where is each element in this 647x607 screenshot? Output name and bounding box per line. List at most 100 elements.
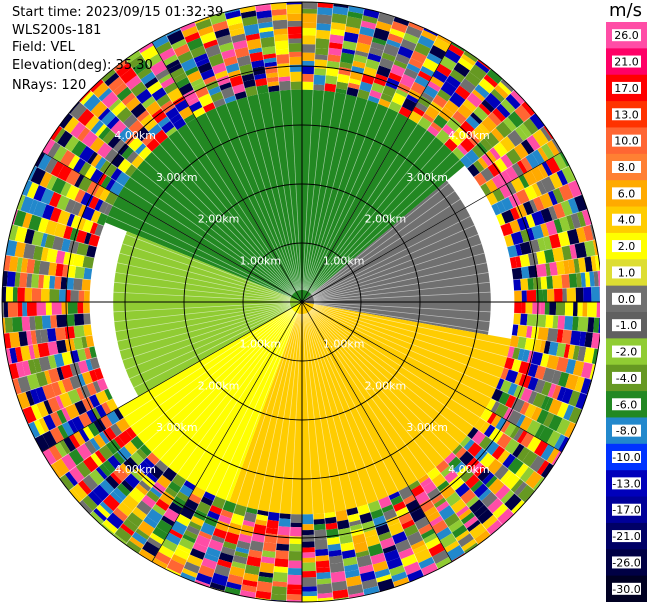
noise-gate	[154, 551, 172, 566]
noise-gate	[477, 467, 492, 482]
noise-gate	[367, 95, 380, 104]
noise-gate	[518, 123, 532, 138]
colorbar-label: 10.0	[614, 135, 639, 148]
noise-gate	[589, 271, 595, 287]
noise-gate	[77, 360, 89, 374]
noise-gate	[89, 346, 97, 359]
noise-gate	[117, 143, 130, 156]
noise-gate	[131, 506, 148, 521]
noise-gate	[352, 60, 366, 69]
noise-gate	[423, 27, 439, 37]
velocity-sector-3	[118, 302, 302, 502]
noise-gate	[153, 129, 169, 145]
noise-gate	[194, 579, 211, 588]
noise-gate	[448, 91, 466, 108]
noise-gate	[544, 302, 550, 315]
noise-gate	[31, 230, 44, 247]
noise-gate	[26, 182, 39, 199]
ray-line	[5, 303, 291, 350]
noise-gate	[398, 485, 414, 501]
noise-gate	[125, 50, 142, 64]
noise-gate	[566, 228, 580, 245]
noise-gate	[179, 505, 196, 520]
noise-gate	[370, 552, 387, 565]
noise-gate	[315, 555, 330, 562]
noise-gate	[545, 262, 551, 277]
noise-gate	[151, 108, 168, 124]
noise-gate	[302, 586, 318, 592]
noise-gate	[192, 106, 206, 119]
ray-line	[308, 50, 466, 293]
noise-gate	[511, 499, 525, 515]
noise-gate	[548, 205, 558, 221]
noise-gate	[326, 60, 340, 69]
noise-gate	[533, 440, 549, 457]
noise-gate	[57, 424, 69, 440]
noise-gate	[439, 484, 456, 500]
noise-gate	[101, 91, 119, 109]
ring-label: 2.00km	[365, 379, 407, 392]
noise-gate	[539, 339, 546, 354]
ray-line	[302, 3, 334, 291]
noise-gate	[487, 497, 504, 514]
noise-gate	[561, 166, 576, 184]
noise-gate	[451, 524, 468, 539]
noise-gate	[342, 556, 358, 567]
noise-gate	[445, 491, 462, 507]
noise-gate	[543, 340, 551, 355]
noise-gate	[138, 548, 156, 562]
noise-gate	[573, 258, 580, 274]
noise-gate	[130, 81, 147, 97]
noise-gate	[235, 546, 250, 555]
noise-gate	[141, 133, 155, 147]
noise-gate	[552, 274, 563, 289]
ray-line	[302, 313, 319, 602]
noise-gate	[518, 174, 530, 189]
noise-gate	[341, 549, 357, 560]
ray-line	[304, 313, 365, 596]
noise-gate	[144, 76, 159, 89]
noise-gate	[38, 356, 51, 372]
noise-gate	[239, 5, 256, 14]
noise-gate	[256, 580, 273, 593]
noise-gate	[347, 584, 364, 596]
noise-gate	[568, 406, 582, 424]
noise-gate	[520, 278, 529, 291]
noise-gate	[410, 484, 425, 498]
ray-line	[313, 304, 596, 365]
noise-gate	[183, 480, 196, 491]
noise-gate	[258, 571, 274, 578]
noise-gate	[107, 134, 122, 149]
ray-line	[313, 194, 583, 299]
noise-gate	[331, 13, 348, 25]
noise-gate	[556, 169, 569, 186]
noise-gate	[492, 503, 509, 519]
noise-gate	[39, 171, 53, 189]
noise-gate	[448, 519, 464, 533]
noise-gate	[313, 529, 327, 541]
noise-gate	[376, 65, 392, 78]
noise-gate	[271, 14, 288, 21]
noise-gate	[302, 562, 317, 572]
noise-gate	[115, 417, 131, 433]
noise-gate	[238, 533, 253, 544]
noise-gate	[200, 31, 217, 45]
noise-gate	[452, 444, 463, 456]
noise-gate	[288, 560, 302, 569]
colorbar-label-bg	[612, 319, 641, 332]
noise-gate	[406, 63, 421, 74]
noise-gate	[414, 516, 430, 530]
noise-gate	[463, 50, 479, 63]
noise-gate	[346, 86, 359, 97]
noise-gate	[390, 20, 408, 34]
noise-gate	[414, 42, 432, 57]
noise-gate	[403, 561, 422, 576]
noise-gate	[316, 571, 332, 580]
noise-gate	[104, 191, 119, 206]
noise-gate	[522, 117, 539, 135]
noise-gate	[345, 575, 362, 587]
noise-gate	[57, 380, 67, 395]
noise-gate	[539, 192, 554, 209]
noise-gate	[267, 511, 280, 522]
noise-gate	[92, 484, 110, 502]
